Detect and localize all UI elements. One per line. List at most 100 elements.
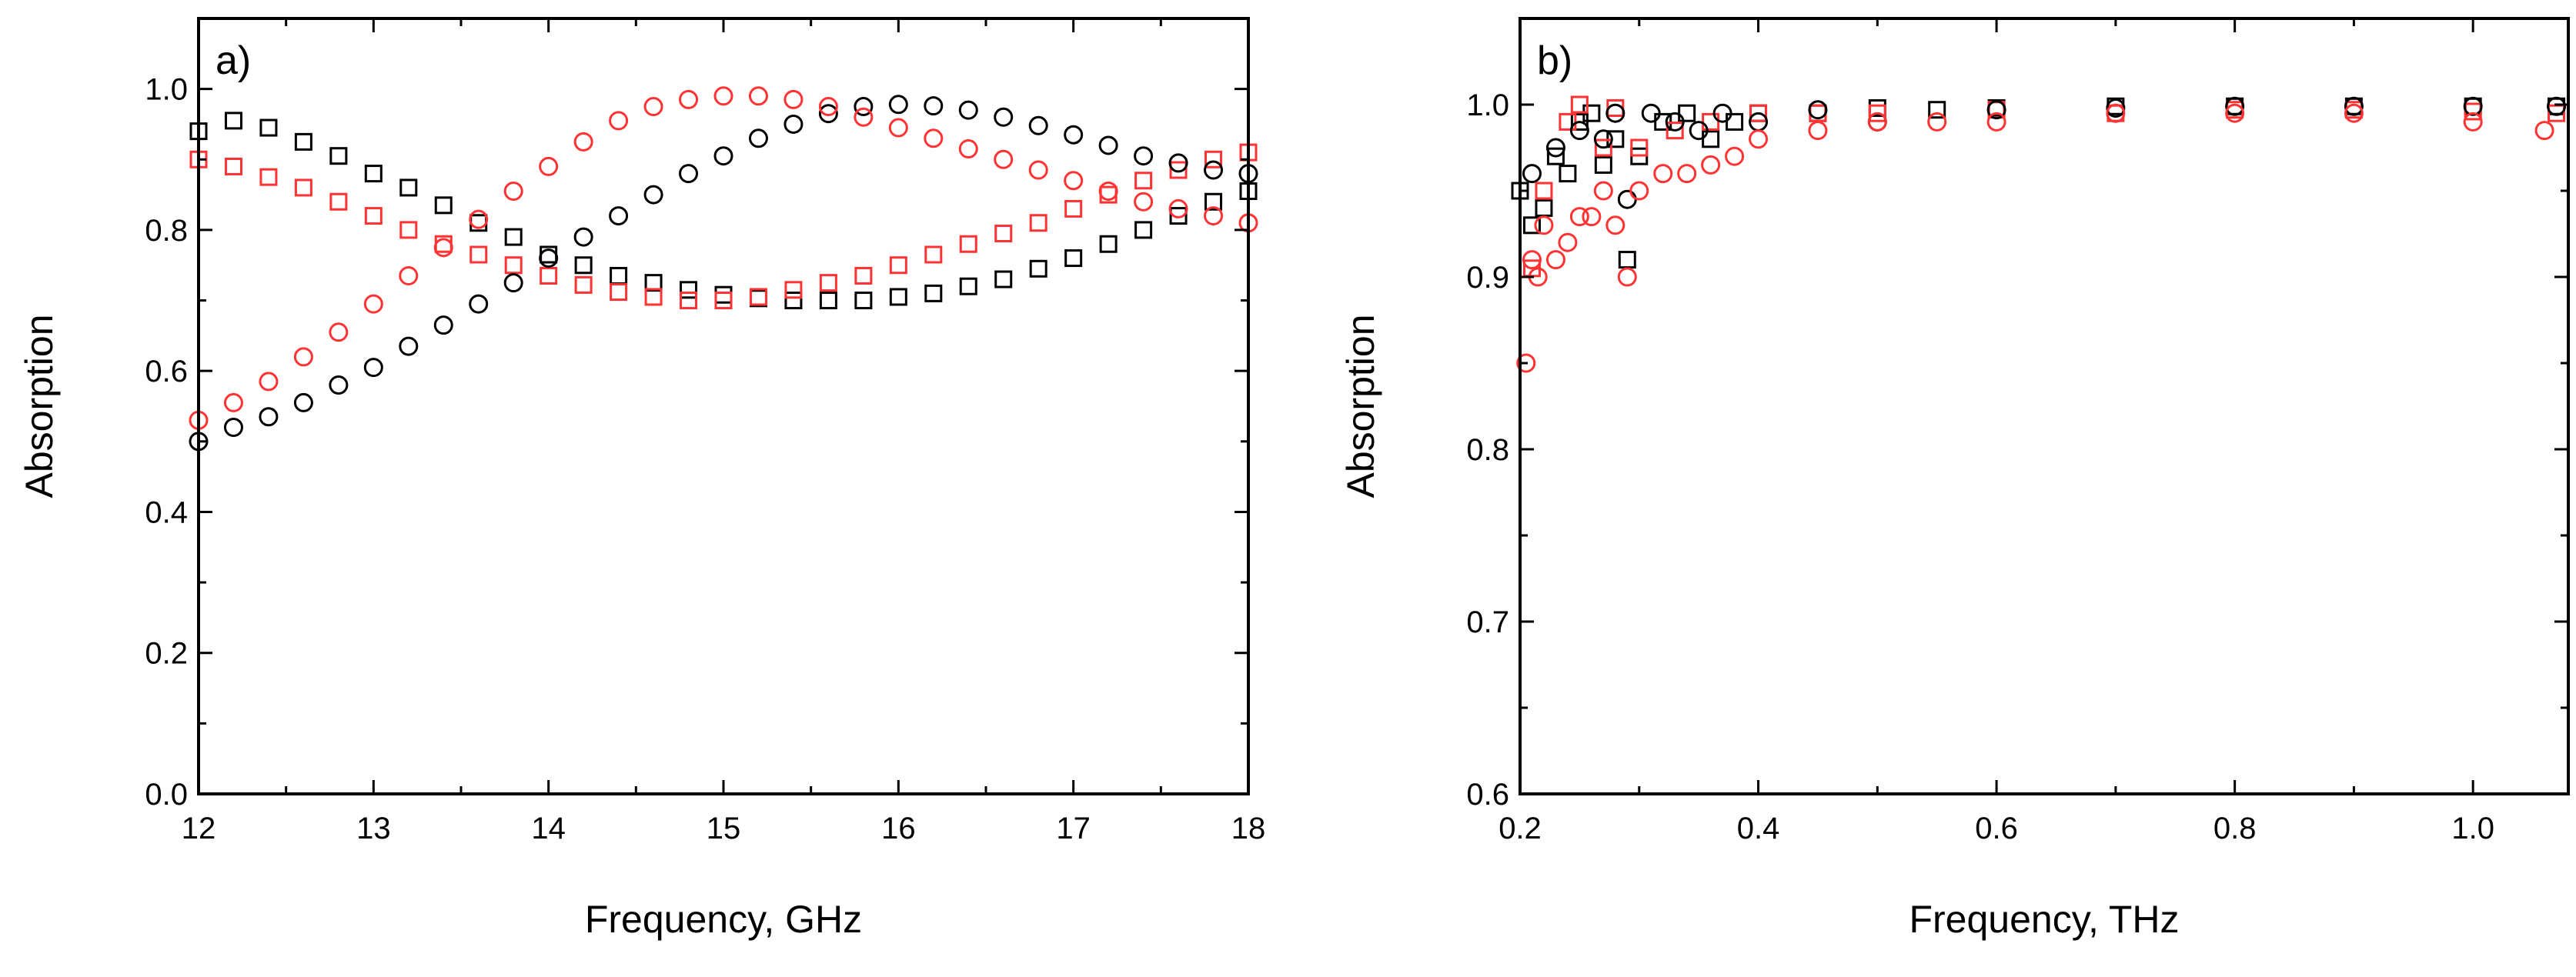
panel-b-series-3-point	[1677, 164, 1697, 184]
panel-b-series-2-point	[1986, 100, 2006, 120]
panel-a-y-tick-label: 0.8	[145, 214, 188, 248]
panel-a-series-2-point	[924, 96, 944, 116]
panel-b-series-0-point	[1618, 251, 1636, 269]
panel-a-series-3-point	[469, 209, 489, 229]
panel-a-series-0-point	[924, 284, 943, 302]
panel-a-series-3-point	[818, 97, 838, 117]
panel-a-series-1-point	[714, 292, 733, 310]
panel-b-y-tick-label: 0.9	[1466, 261, 1509, 295]
panel-b-series-2-point	[1641, 103, 1661, 123]
panel-b-series-2-point	[1665, 112, 1685, 132]
panel-a-series-2-point	[1134, 146, 1154, 166]
panel-a-series-0-point	[1029, 259, 1047, 278]
panel-b-x-tick-label: 0.2	[1498, 812, 1542, 845]
panel-a-series-0-point	[1169, 207, 1188, 225]
panel-a-series-3-point	[329, 322, 349, 342]
panel-a-series-0-point	[224, 112, 242, 130]
panel-a-series-0-point	[610, 266, 628, 285]
panel-a-series-0-point	[959, 277, 977, 295]
panel-b-x-tick-label: 1.0	[2451, 812, 2494, 845]
panel-b-series-2-point	[1569, 121, 1589, 141]
panel-a-series-1-point	[259, 168, 278, 186]
panel-a-series-1-point	[504, 256, 523, 275]
panel-a-series-0-point	[259, 118, 278, 137]
panel-b-label: b)	[1537, 38, 1572, 83]
panel-a-y-tick-label: 0.0	[145, 778, 188, 812]
panel-b-series-2-point	[2463, 96, 2483, 116]
panel-b-series-3-point	[1516, 353, 1536, 373]
panel-b-series-3-point	[1701, 155, 1721, 175]
panel-b-series-2-point	[1522, 164, 1542, 184]
panel-b-series-3-point	[1927, 112, 1947, 132]
panel-a-series-2-point	[888, 95, 908, 115]
panel-b-series-2-point	[1617, 189, 1637, 209]
panel-a-series-1-point	[1029, 214, 1047, 232]
panel-a-series-2-point	[958, 100, 978, 120]
panel-a-series-0-point	[1064, 249, 1083, 268]
panel-a-series-1-point	[1134, 172, 1153, 190]
panel-a-series-2-point	[1064, 125, 1084, 145]
panel-b-y-axis-label: Absorption	[1339, 314, 1382, 498]
panel-a-series-3-point	[713, 86, 733, 106]
panel-a-series-2-point	[1204, 160, 1224, 180]
panel-a-series-1-point	[1064, 199, 1083, 218]
panel-a-series-1-point	[224, 157, 242, 175]
panel-b-series-3-point	[2463, 112, 2483, 132]
panel-a-series-1-point	[574, 275, 593, 294]
panel-a-series-3-point	[1028, 160, 1048, 180]
panel-a-series-2-point	[748, 128, 768, 148]
panel-b-y-tick-label: 0.7	[1466, 605, 1509, 639]
panel-a-y-tick-label: 1.0	[145, 73, 188, 107]
panel-b-series-1-point	[1666, 122, 1684, 140]
panel-b-ticks: 0.2 0.4 0.6 0.8 1.0 0.6 0.7 0.8 0.9 1.0	[1466, 18, 2568, 845]
panel-b-x-axis-label: Frequency, THz	[1909, 898, 2179, 941]
panel-a-series-1-point	[819, 274, 837, 292]
panel-b-series-2-point	[1593, 129, 1613, 149]
panel-b-y-tick-label: 0.8	[1466, 433, 1509, 467]
panel-a-series-0-point	[1204, 192, 1223, 211]
panel-a-series-3-point	[1064, 171, 1084, 191]
panel-a-chart: 12 13 14 15 16 17 18 0.0 0.2 0.4 0.6 0.8 1.0 a) Freq…	[18, 17, 1265, 941]
panel-b-chart: 0.2 0.4 0.6 0.8 1.0 0.6 0.7 0.8 0.9 1.0 b) Freque…	[1339, 17, 2570, 941]
panel-a-series-2-point	[573, 227, 593, 247]
panel-a-series-1-point	[469, 245, 488, 264]
panel-b-marks	[1511, 95, 2567, 373]
panel-a-series-1-point	[644, 288, 663, 306]
panel-a-y-tick-label: 0.4	[145, 495, 188, 529]
panel-b-series-2-point	[1605, 103, 1625, 123]
panel-a-series-0-point	[399, 178, 418, 197]
panel-a-series-1-point	[680, 292, 698, 310]
panel-b-series-3-point	[2534, 121, 2554, 141]
panel-b-series-0-point	[1928, 101, 1946, 119]
panel-a-series-3-point	[783, 89, 804, 109]
panel-b-series-3-point	[1867, 112, 1887, 132]
panel-a-series-0-point	[504, 228, 523, 246]
panel-a-series-3-point	[223, 392, 243, 412]
panel-b-series-3-point	[1545, 250, 1565, 270]
panel-a-series-3-point	[433, 238, 453, 258]
panel-a-series-3-point	[573, 132, 593, 152]
panel-a-series-2-point	[223, 417, 243, 437]
panel-a-series-1-point	[294, 178, 312, 197]
panel-a-frame	[197, 17, 1250, 795]
panel-a-series-1-point	[364, 207, 383, 225]
panel-a-series-2-point	[643, 185, 663, 205]
panel-a-y-tick-label: 0.6	[145, 355, 188, 388]
panel-a-series-3-point	[958, 139, 978, 159]
panel-a-x-tick-label: 18	[1231, 812, 1266, 845]
panel-a-label: a)	[216, 38, 251, 83]
panel-b-series-3-point	[2106, 103, 2126, 123]
panel-a-series-1-point	[1169, 161, 1188, 179]
panel-a-x-tick-label: 15	[707, 812, 741, 845]
panel-a-series-0-point	[329, 147, 348, 165]
panel-b-series-3-point	[2344, 103, 2364, 123]
panel-a-series-0-point	[434, 196, 453, 215]
panel-a-series-0-point	[714, 285, 733, 304]
panel-a-series-2-point	[1028, 115, 1048, 135]
panel-a-series-1-point	[784, 281, 803, 299]
panel-a-series-3-point	[609, 111, 629, 131]
panel-b-series-0-point	[1559, 165, 1577, 183]
panel-a-ticks: 12 13 14 15 16 17 18 0.0 0.2 0.4 0.6 0.8 1.0	[145, 18, 1265, 845]
panel-a-x-tick-label: 13	[356, 812, 391, 845]
panel-a-series-1-point	[399, 221, 418, 239]
